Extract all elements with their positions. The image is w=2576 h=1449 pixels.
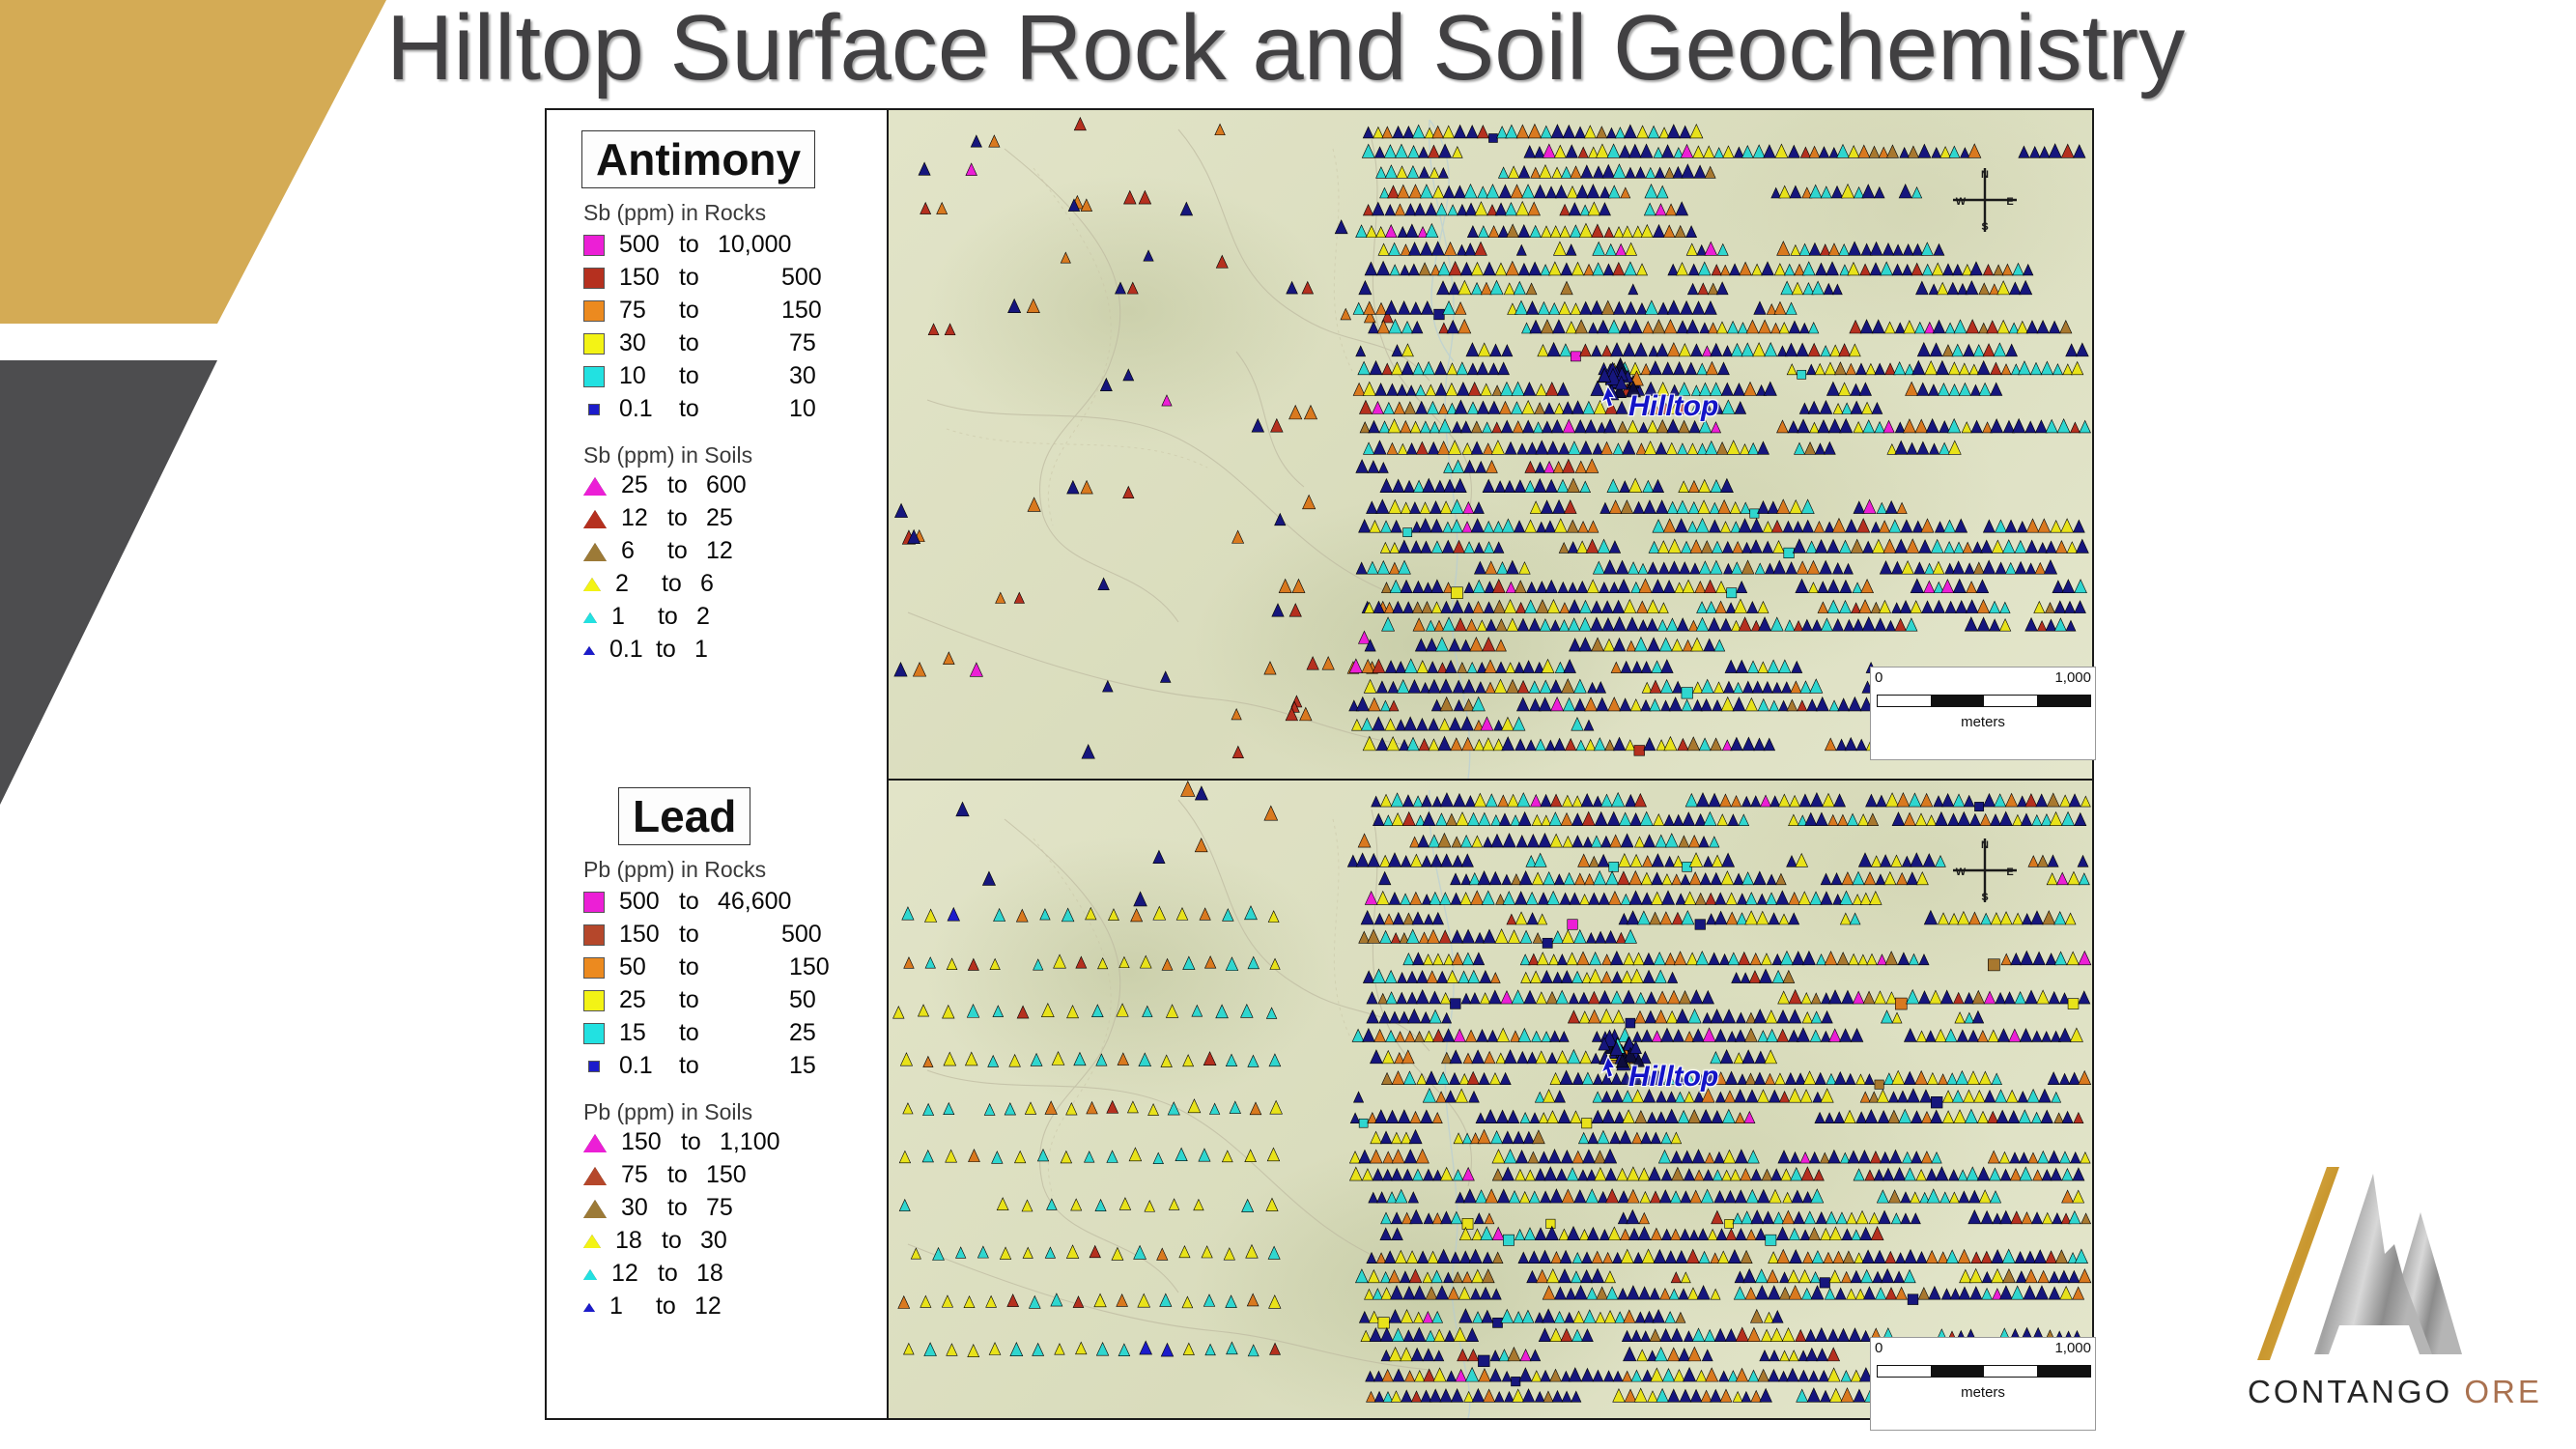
svg-text:E: E <box>2006 196 2013 208</box>
svg-text:N: N <box>1981 169 1989 181</box>
svg-text:S: S <box>1981 221 1988 233</box>
svg-text:E: E <box>2006 867 2013 878</box>
svg-text:W: W <box>1956 196 1967 208</box>
svg-text:W: W <box>1956 867 1967 878</box>
svg-text:S: S <box>1981 892 1988 903</box>
svg-text:N: N <box>1981 839 1989 851</box>
